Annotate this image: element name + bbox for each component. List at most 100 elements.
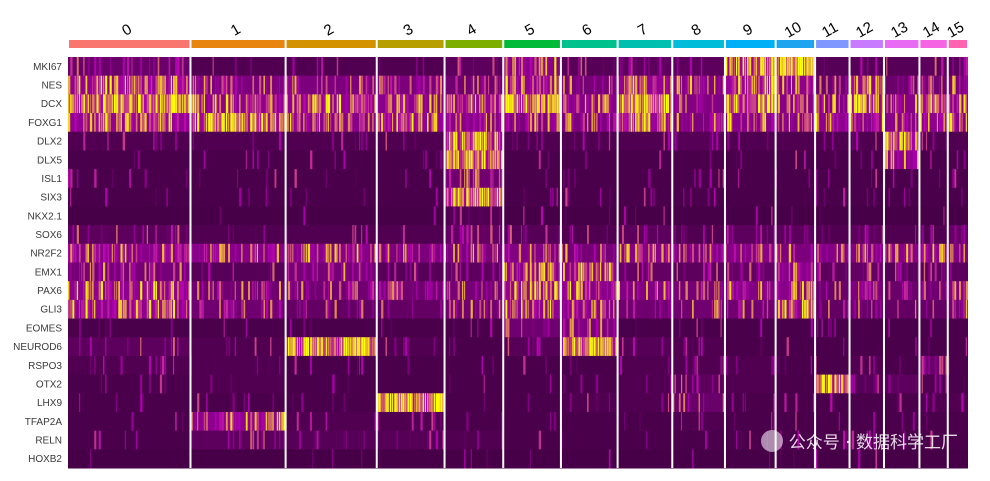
cell-DCX-13 <box>883 94 920 114</box>
cell-stripe <box>628 113 631 133</box>
cell-stripe <box>109 94 112 114</box>
cell-stripe <box>205 411 208 432</box>
cell-stripe <box>272 299 275 320</box>
cell-stripe <box>866 281 869 301</box>
cell-stripe <box>442 299 444 320</box>
cell-stripe <box>479 113 482 133</box>
cell-stripe <box>142 225 145 245</box>
cell-stripe <box>766 94 770 114</box>
cell-stripe <box>700 337 703 357</box>
cell-stripe <box>310 150 313 170</box>
cell-GLI3-7 <box>617 299 673 320</box>
cell-stripe <box>591 299 593 320</box>
cell-stripe <box>810 243 813 263</box>
cell-stripe <box>608 337 612 357</box>
cell-stripe <box>270 75 273 95</box>
cell-stripe <box>323 94 325 114</box>
cell-stripe <box>363 187 366 207</box>
cell-stripe <box>897 150 900 170</box>
cell-stripe <box>483 131 486 151</box>
cell-stripe <box>407 355 410 376</box>
cell-stripe <box>477 225 480 245</box>
cell-stripe <box>855 243 858 263</box>
gene-label-PAX6: PAX6 <box>37 286 62 297</box>
cell-stripe <box>448 94 451 114</box>
cell-stripe <box>939 374 942 394</box>
cell-RELN-8 <box>672 430 725 450</box>
cell-stripe <box>650 243 653 263</box>
cell-stripe <box>733 57 735 77</box>
cell-stripe <box>696 75 698 95</box>
cell-stripe <box>409 262 412 282</box>
cell-stripe <box>212 57 214 77</box>
cell-stripe <box>501 187 504 207</box>
cell-stripe <box>676 262 678 282</box>
cell-stripe <box>520 225 523 245</box>
cell-stripe <box>483 94 486 114</box>
cell-stripe <box>100 281 103 301</box>
cell-stripe <box>632 337 636 357</box>
cell-stripe <box>862 262 864 282</box>
cell-stripe <box>374 281 376 301</box>
cell-stripe <box>223 318 225 338</box>
cell-stripe <box>305 337 308 357</box>
cell-stripe <box>600 94 602 114</box>
cell-stripe <box>740 75 742 95</box>
cell-stripe <box>637 262 639 282</box>
cell-stripe <box>520 299 523 320</box>
cell-stripe <box>236 411 240 432</box>
cell-stripe <box>250 113 253 133</box>
cell-stripe <box>860 281 863 301</box>
cell-stripe <box>265 187 267 207</box>
cell-stripe <box>245 150 247 170</box>
cell-stripe <box>124 243 127 263</box>
cluster-separator <box>946 57 949 468</box>
cell-stripe <box>485 299 488 320</box>
cell-stripe <box>908 75 911 95</box>
cell-stripe <box>341 337 343 357</box>
cell-stripe <box>210 243 212 263</box>
cell-stripe <box>830 318 832 338</box>
cell-stripe <box>250 411 253 432</box>
cell-stripe <box>318 94 322 114</box>
cell-stripe <box>934 243 937 263</box>
cell-stripe <box>795 411 797 432</box>
cell-stripe <box>350 337 352 357</box>
cell-stripe <box>470 243 473 263</box>
cell-stripe <box>906 281 908 301</box>
cell-DLX5-5 <box>503 150 561 170</box>
cell-NKX2.1-14 <box>919 206 948 226</box>
cell-stripe <box>498 262 501 282</box>
cell-stripe <box>78 75 81 95</box>
cell-stripe <box>777 94 780 114</box>
cell-stripe <box>248 281 250 301</box>
cell-stripe <box>939 75 941 95</box>
cell-stripe <box>790 281 794 301</box>
cell-stripe <box>172 262 176 282</box>
cell-stripe <box>518 113 520 133</box>
cell-stripe <box>116 225 118 245</box>
cell-stripe <box>177 113 179 133</box>
cell-stripe <box>252 75 255 95</box>
cell-stripe <box>771 411 773 432</box>
cell-stripe <box>358 75 362 95</box>
cell-stripe <box>94 75 97 95</box>
cell-stripe <box>538 262 541 282</box>
cell-stripe <box>190 411 193 432</box>
cell-stripe <box>435 393 439 413</box>
cell-stripe <box>777 355 780 376</box>
cell-stripe <box>334 337 336 357</box>
cell-stripe <box>643 187 646 207</box>
cell-stripe <box>512 113 515 133</box>
cell-stripe <box>263 281 265 301</box>
cell-stripe <box>157 94 159 114</box>
cell-stripe <box>89 94 92 114</box>
cell-stripe <box>608 94 611 114</box>
cell-stripe <box>358 131 361 151</box>
cell-stripe <box>810 281 813 301</box>
cell-stripe <box>766 57 769 77</box>
cell-stripe <box>68 94 70 114</box>
cell-stripe <box>296 411 299 432</box>
cell-stripe <box>433 243 436 263</box>
cell-stripe <box>812 75 815 95</box>
